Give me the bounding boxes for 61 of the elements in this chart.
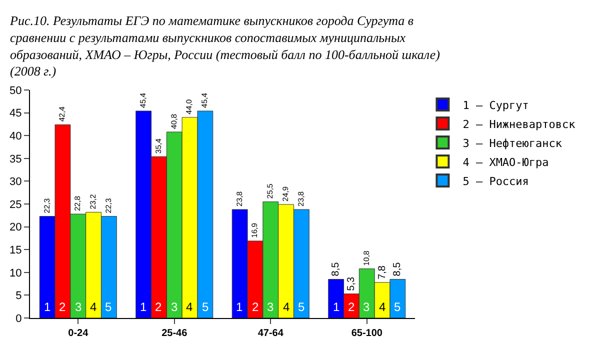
x-tick-label: 47-64: [258, 328, 284, 339]
y-tick-label: 25: [10, 198, 22, 211]
y-tick-label: 50: [10, 84, 22, 97]
annotation: 1: [44, 300, 51, 314]
annotation: 3: [171, 300, 178, 314]
data-label: 22,3: [104, 198, 113, 214]
y-tick-label: 5: [16, 290, 22, 302]
legend-label: 1 – Сургут: [462, 98, 529, 112]
annotation: 5: [298, 300, 305, 314]
annotation: 5: [105, 300, 112, 314]
data-label: 42,4: [58, 106, 67, 122]
annotation: 1: [140, 300, 147, 314]
annotation: 3: [363, 300, 370, 314]
chart-title: Рис.10. Результаты ЕГЭ по математике выпускников города Сургута в сравнении с результатами выпускников сопоставимых муниципальных образований, ХМАО – Югры, России (тестовый балл по 100-балльной шкале) (2008 г.): [9, 13, 440, 79]
y-tick-label: 30: [10, 176, 22, 188]
annotation: 4: [90, 300, 97, 314]
data-label: 35,4: [154, 138, 163, 154]
data-label: 40,8: [169, 114, 178, 129]
annotation: 2: [59, 300, 66, 314]
annotation: 3: [75, 300, 82, 314]
annotation: 4: [186, 300, 193, 314]
data-label: 24,9: [280, 186, 290, 202]
y-tick-label: 35: [10, 153, 22, 166]
y-tick-label: 15: [10, 244, 22, 256]
annotation: 2: [252, 300, 259, 314]
annotation: 5: [202, 300, 209, 314]
legend-label: 4 – ХМАО-Югра: [462, 156, 549, 169]
legend-label: 3 – Нефтеюганск: [462, 136, 562, 150]
data-label: 25,5: [266, 184, 275, 199]
x-tick-label: 25-46: [162, 328, 188, 339]
data-label: 8,5: [330, 262, 342, 276]
annotation: 1: [333, 300, 340, 314]
annotation: 2: [155, 300, 162, 314]
x-tick-label: 0-24: [68, 328, 89, 339]
annotation: 1: [236, 300, 243, 314]
legend-label: 2 – Нижневартовск: [462, 118, 576, 131]
y-tick-label: 0: [16, 312, 22, 325]
legend-label: 5 – Россия: [462, 174, 529, 188]
data-label: 8,5: [392, 262, 404, 276]
y-tick-label: 45: [10, 108, 22, 120]
data-label: 16,9: [250, 222, 260, 238]
data-label: 23,2: [88, 194, 98, 210]
data-label: 23,8: [234, 191, 244, 206]
y-tick-label: 10: [10, 267, 22, 280]
annotation: 4: [283, 300, 290, 314]
data-label: 5,3: [346, 276, 357, 291]
data-label: 7,8: [376, 265, 388, 280]
data-label: 45,4: [138, 92, 148, 108]
data-label: 44,0: [184, 99, 194, 114]
data-label: 22,3: [42, 198, 52, 214]
annotation: 3: [267, 300, 274, 314]
x-tick-label: 65-100: [351, 328, 383, 339]
data-label: 22,8: [73, 196, 82, 212]
annotation: 2: [348, 300, 355, 314]
data-label: 23,8: [296, 191, 306, 206]
y-tick-label: 40: [10, 130, 22, 142]
annotation: 4: [379, 300, 386, 314]
data-label: 45,4: [200, 92, 210, 108]
annotation: 5: [394, 300, 401, 314]
y-tick-label: 20: [10, 222, 22, 234]
data-label: 10,8: [362, 250, 371, 266]
